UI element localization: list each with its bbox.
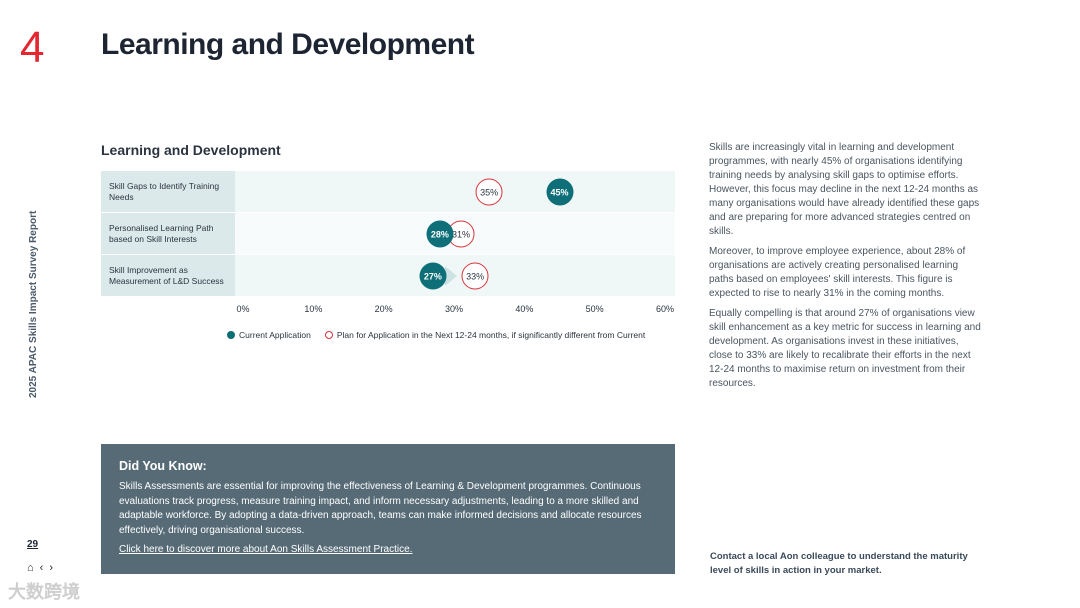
- legend-item-current: Current Application: [227, 330, 311, 340]
- next-page-icon[interactable]: ›: [49, 562, 53, 574]
- watermark-logo: 大数跨境: [8, 578, 80, 604]
- category-label: Skill Gaps to Identify Training Needs: [101, 171, 235, 212]
- body-paragraph: Skills are increasingly vital in learnin…: [709, 142, 980, 237]
- body-paragraph: Equally compelling is that around 27% of…: [709, 308, 981, 389]
- legend-label: Current Application: [239, 330, 311, 340]
- dot-plot-chart: Skill Gaps to Identify Training Needs Pe…: [101, 169, 676, 349]
- change-arrow: [444, 266, 457, 286]
- section-number: 4: [20, 23, 45, 72]
- plan-point: 33%: [461, 262, 489, 290]
- contact-note: Contact a local Aon colleague to underst…: [710, 551, 968, 576]
- plan-point: 35%: [475, 178, 503, 206]
- plan-point: 31%: [447, 220, 475, 248]
- current-point: 28%: [426, 220, 454, 248]
- x-tick-label: 40%: [515, 304, 534, 314]
- x-tick-label: 50%: [585, 304, 604, 314]
- page-nav: ⌂ ‹ ›: [27, 562, 53, 574]
- x-tick-label: 60%: [655, 304, 675, 314]
- x-tick-label: 10%: [304, 304, 323, 314]
- current-point: 45%: [546, 178, 573, 206]
- body-paragraph: Moreover, to improve employee experience…: [709, 246, 966, 299]
- category-label: Skill Improvement as Measurement of L&D …: [101, 255, 235, 296]
- did-you-know-text: Skills Assessments are essential for imp…: [119, 481, 642, 536]
- page-number[interactable]: 29: [27, 539, 39, 550]
- chart-legend: Current Application Plan for Application…: [227, 330, 645, 340]
- home-icon[interactable]: ⌂: [27, 562, 34, 574]
- prev-page-icon[interactable]: ‹: [39, 562, 44, 574]
- legend-item-plan: Plan for Application in the Next 12-24 m…: [324, 330, 646, 340]
- body-text: Skills are increasingly vital in learnin…: [709, 141, 981, 397]
- watermark-text: 大数跨境: [8, 582, 80, 602]
- row-band: [235, 171, 675, 212]
- did-you-know-heading: Did You Know:: [119, 459, 207, 473]
- did-you-know-box: Did You Know: Skills Assessments are ess…: [101, 444, 675, 574]
- report-side-label: 2025 APAC Skills Impact Survey Report: [28, 210, 39, 398]
- x-tick-label: 30%: [444, 304, 464, 314]
- assessment-practice-link[interactable]: Click here to discover more about Aon Sk…: [119, 544, 413, 555]
- category-label: Personalised Learning Path based on Skil…: [101, 213, 235, 254]
- legend-label: Plan for Application in the Next 12-24 m…: [336, 330, 646, 340]
- legend-dot-filled-icon: [227, 331, 235, 339]
- legend-dot-outline-icon: [324, 331, 333, 339]
- current-point: 27%: [419, 262, 447, 290]
- x-tick-label: 0%: [236, 304, 250, 314]
- page-title: Learning and Development: [101, 28, 475, 61]
- chart-title: Learning and Development: [101, 142, 281, 158]
- x-tick-label: 20%: [374, 304, 393, 314]
